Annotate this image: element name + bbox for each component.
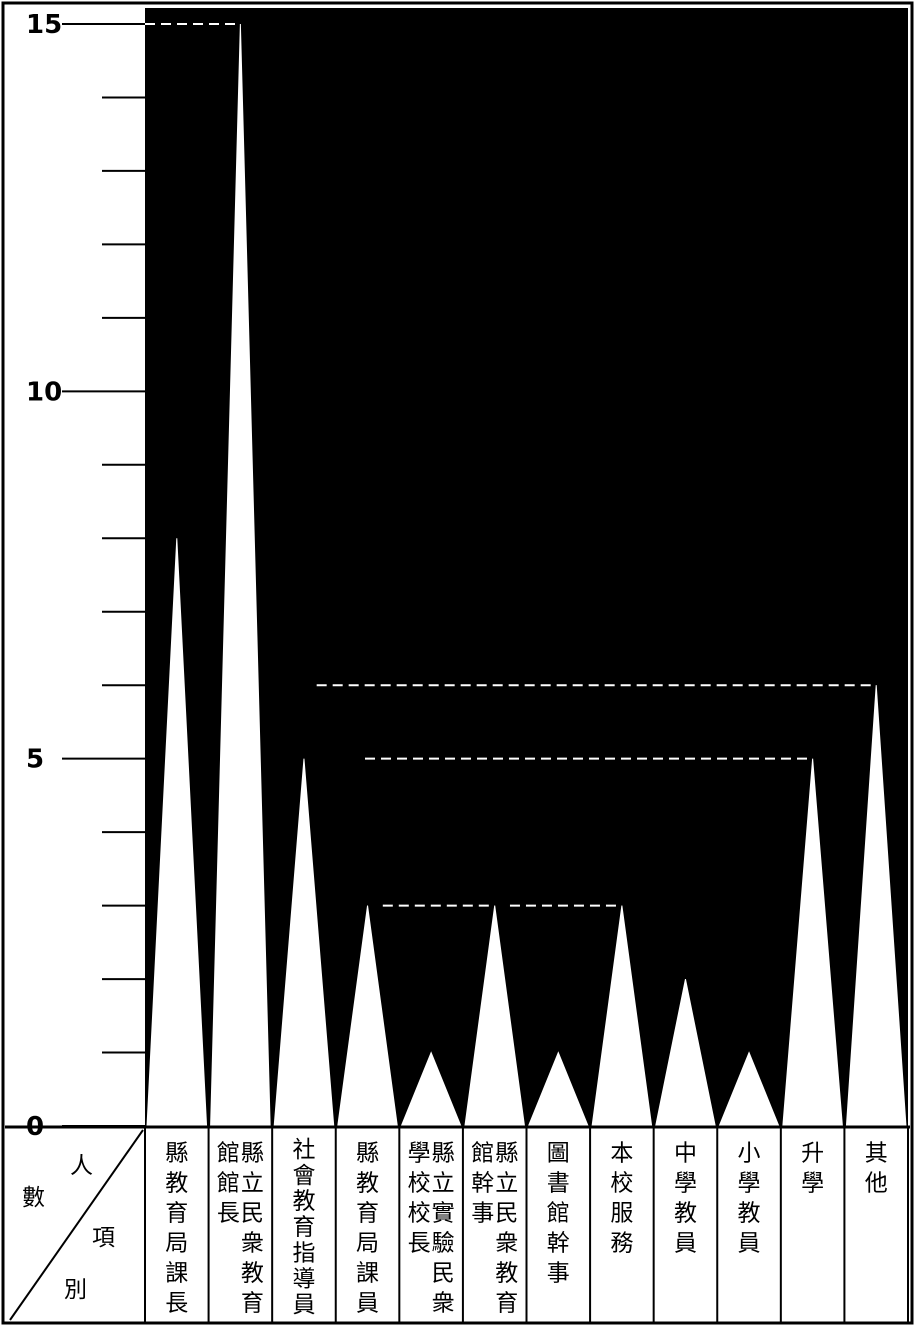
category-label-char: 教 [674, 1201, 697, 1227]
category-label-char: 縣 [241, 1141, 264, 1167]
y-tick-label: 15 [26, 10, 62, 40]
category-label-char: 局 [356, 1231, 379, 1257]
category-label-char: 校 [408, 1171, 431, 1197]
category-label-char: 書 [547, 1171, 570, 1197]
category-label-char: 驗 [432, 1231, 455, 1257]
category-label-char: 學 [738, 1171, 761, 1197]
category-label-char: 會 [292, 1163, 315, 1189]
category-label-char: 立 [495, 1171, 518, 1197]
category-label-char: 學 [674, 1171, 697, 1197]
category-label-char: 育 [495, 1291, 518, 1317]
category-label-char: 育 [165, 1201, 188, 1227]
category-label-char: 校 [408, 1201, 431, 1227]
category-label-char: 教 [738, 1201, 761, 1227]
category-label-char: 教 [165, 1171, 188, 1197]
category-label-char: 長 [165, 1291, 188, 1317]
category-label-char: 立 [241, 1171, 264, 1197]
category-label-char: 課 [356, 1261, 379, 1287]
category-label-char: 圖 [547, 1141, 570, 1167]
category-label-char: 縣 [495, 1141, 518, 1167]
plot-background [145, 8, 908, 1126]
category-label-char: 員 [292, 1292, 315, 1318]
category-label-char: 員 [674, 1231, 697, 1257]
category-label-char: 務 [610, 1231, 633, 1257]
category-label-char: 幹 [471, 1171, 494, 1197]
category-label-char: 衆 [432, 1291, 455, 1317]
category-label-char: 教 [495, 1261, 518, 1287]
category-label-char: 館 [547, 1201, 570, 1227]
category-label-char: 員 [356, 1291, 379, 1317]
category-label-char: 民 [432, 1261, 455, 1287]
category-label-char: 衆 [495, 1231, 518, 1257]
y-tick-label: 10 [26, 377, 62, 407]
category-label-char: 長 [408, 1231, 431, 1257]
category-label-char: 中 [674, 1141, 697, 1167]
category-label-char: 民 [241, 1201, 264, 1227]
category-label-char: 課 [165, 1261, 188, 1287]
category-label-char: 局 [165, 1231, 188, 1257]
category-label-char: 教 [241, 1261, 264, 1287]
category-label-char: 事 [547, 1261, 570, 1287]
bars [146, 23, 907, 1127]
category-label-char: 學 [801, 1171, 824, 1197]
category-label-char: 立 [432, 1171, 455, 1197]
category-label-char: 教 [356, 1171, 379, 1197]
category-label-char: 事 [471, 1201, 494, 1227]
category-label-char: 校 [610, 1171, 633, 1197]
category-label-char: 他 [865, 1171, 888, 1197]
category-label-char: 教 [292, 1189, 315, 1215]
corner-left-char: 數 [22, 1185, 45, 1211]
category-label-char: 指 [292, 1240, 315, 1266]
category-label-char: 小 [738, 1141, 761, 1167]
category-label-char: 服 [610, 1201, 633, 1227]
category-label-char: 育 [292, 1215, 315, 1241]
category-label-char: 本 [610, 1141, 633, 1167]
category-label-char: 民 [495, 1201, 518, 1227]
category-label-char: 館 [217, 1171, 240, 1197]
category-label-char: 長 [217, 1201, 240, 1227]
category-label-char: 館 [217, 1141, 240, 1167]
category-label-char: 縣 [356, 1141, 379, 1167]
reference-lines [145, 23, 877, 907]
category-label-char: 館 [471, 1141, 494, 1167]
category-label-char: 學 [408, 1141, 431, 1167]
corner-top-char: 人 [70, 1153, 93, 1179]
category-label-char: 社 [292, 1137, 315, 1163]
corner-diagonal [9, 1129, 144, 1321]
category-label-char: 育 [241, 1291, 264, 1317]
category-label-char: 幹 [547, 1231, 570, 1257]
category-label-char: 縣 [432, 1141, 455, 1167]
category-label-char: 實 [432, 1201, 455, 1227]
category-label-char: 導 [292, 1266, 315, 1292]
corner-header: 人 數 項 別 [9, 1129, 144, 1321]
y-tick-label: 5 [26, 745, 44, 775]
category-label-char: 其 [865, 1141, 888, 1167]
category-labels: 縣教育局課長縣立民衆教育館館長社會教育指導員縣教育局課員縣立實驗民衆學校校長縣立… [144, 1127, 909, 1322]
category-label-char: 育 [356, 1201, 379, 1227]
category-label-char: 員 [738, 1231, 761, 1257]
category-label-char: 衆 [241, 1231, 264, 1257]
corner-bottom-char: 別 [64, 1277, 87, 1303]
category-label-char: 縣 [165, 1141, 188, 1167]
category-label-char: 升 [801, 1141, 824, 1167]
corner-right-char: 項 [92, 1225, 115, 1251]
